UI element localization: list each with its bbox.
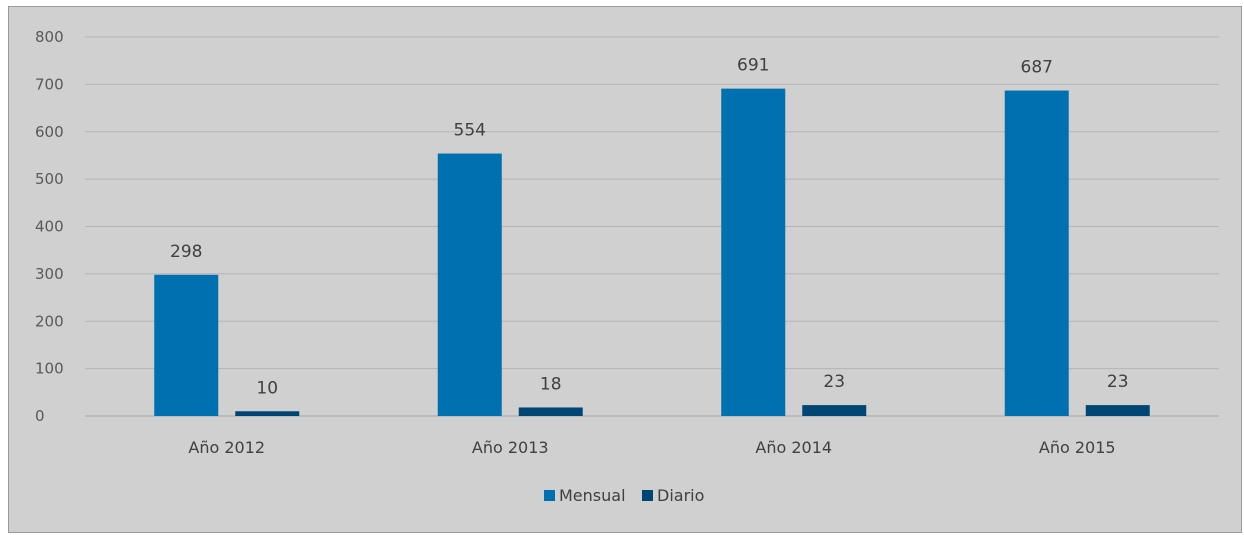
y-tick-label: 300 bbox=[35, 265, 64, 283]
legend-item-mensual[interactable]: Mensual bbox=[544, 486, 626, 505]
legend-item-diario[interactable]: Diario bbox=[642, 486, 704, 505]
legend-label: Mensual bbox=[559, 486, 626, 505]
bar-mensual-2 bbox=[437, 153, 502, 417]
y-tick-label: 600 bbox=[35, 123, 64, 141]
bar-mensual-1 bbox=[154, 274, 219, 416]
bar-diario-4 bbox=[1085, 405, 1150, 416]
gridlines bbox=[85, 36, 1219, 417]
y-tick-label: 200 bbox=[35, 312, 64, 330]
legend[interactable]: Mensual Diario bbox=[544, 486, 704, 505]
legend-swatch bbox=[544, 490, 555, 501]
data-label-diario-3: 23 bbox=[823, 372, 845, 392]
y-tick-label: 700 bbox=[35, 75, 64, 93]
x-axis-category-labels: Año 2012 Año 2013 Año 2014 Año 2015 bbox=[188, 438, 1115, 457]
legend-swatch bbox=[642, 490, 653, 501]
x-category-label: Año 2014 bbox=[755, 438, 832, 457]
bars bbox=[154, 88, 1150, 417]
data-label-mensual-1: 298 bbox=[170, 242, 202, 262]
bar-mensual-4 bbox=[1004, 90, 1069, 416]
y-tick-label: 800 bbox=[35, 28, 64, 46]
data-label-diario-2: 18 bbox=[540, 374, 562, 394]
data-label-mensual-3: 691 bbox=[737, 56, 769, 76]
y-tick-label: 400 bbox=[35, 218, 64, 236]
data-label-diario-4: 23 bbox=[1107, 372, 1129, 392]
x-category-label: Año 2013 bbox=[472, 438, 549, 457]
y-tick-label: 500 bbox=[35, 170, 64, 188]
legend-label: Diario bbox=[657, 486, 704, 505]
x-category-label: Año 2015 bbox=[1039, 438, 1116, 457]
data-label-mensual-2: 554 bbox=[454, 121, 486, 141]
x-category-label: Año 2012 bbox=[188, 438, 265, 457]
chart-container: 0 100 200 300 400 500 600 700 800 298 10 554 18 691 2… bbox=[8, 6, 1242, 533]
bar-diario-1 bbox=[235, 411, 300, 416]
y-tick-label: 0 bbox=[35, 407, 45, 425]
data-labels: 298 10 554 18 691 23 687 23 bbox=[170, 56, 1129, 399]
y-axis-tick-labels: 0 100 200 300 400 500 600 700 800 bbox=[35, 28, 64, 425]
data-label-mensual-4: 687 bbox=[1021, 58, 1053, 78]
bar-diario-3 bbox=[802, 405, 867, 416]
data-label-diario-1: 10 bbox=[256, 378, 278, 398]
bar-diario-2 bbox=[518, 407, 583, 416]
bar-mensual-3 bbox=[721, 88, 786, 417]
y-tick-label: 100 bbox=[35, 360, 64, 378]
